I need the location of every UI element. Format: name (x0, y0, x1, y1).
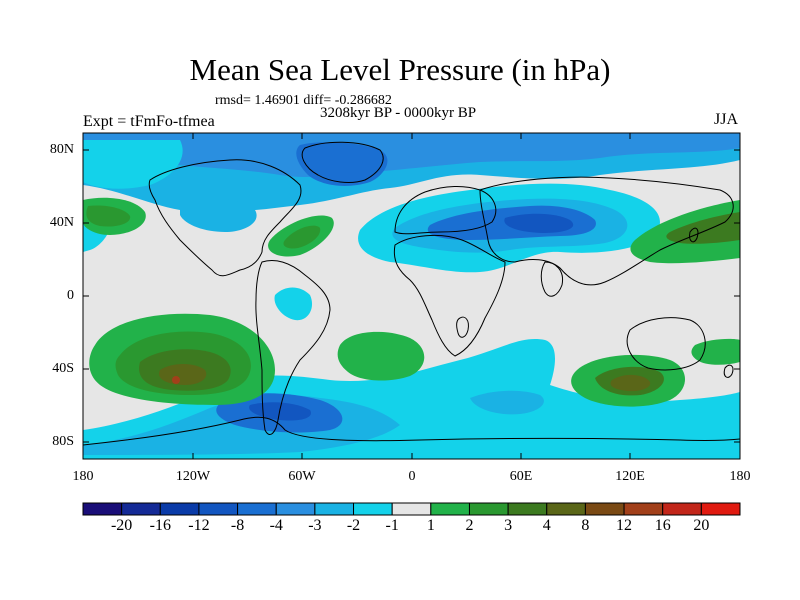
lat-label-40s: 40S (52, 361, 74, 376)
legend-label: 2 (465, 517, 474, 534)
lat-ticks (83, 149, 740, 443)
legend-swatch (468, 502, 509, 516)
tasman-high (691, 338, 740, 365)
lat-label-40n: 40N (49, 215, 74, 230)
greenland-coast (301, 141, 384, 183)
legend-swatch (700, 502, 741, 516)
lon-label-180e: 180 (729, 469, 751, 484)
eurasian-low-deep (504, 213, 574, 233)
legend-swatch (237, 502, 277, 516)
legend-label: 8 (581, 517, 590, 534)
legend-label: -16 (149, 517, 171, 534)
arctic-low-inner (83, 133, 740, 177)
north-america-coast (148, 159, 302, 277)
period-text: 3208kyr BP - 0000kyr BP (320, 105, 477, 121)
south-atlantic-high (337, 331, 425, 381)
lat-label-80s: 80S (52, 434, 74, 449)
lon-label-120e: 120E (615, 469, 645, 484)
legend-label: -12 (188, 517, 210, 534)
legend-swatch (353, 502, 393, 516)
legend-label: 4 (542, 517, 551, 534)
legend-swatch (159, 502, 200, 516)
legend-label: -20 (110, 517, 133, 534)
south-pacific-high-max (172, 376, 180, 384)
indian-ocean-low (470, 390, 544, 415)
experiment-label: Expt = tFmFo-tfmea (83, 113, 215, 130)
legend-label: 12 (616, 517, 633, 534)
legend-label: -8 (230, 517, 245, 534)
asia-coast (479, 176, 734, 286)
tropical-low (274, 287, 313, 321)
lon-label-0: 0 (408, 469, 416, 484)
legend-label: -3 (308, 517, 322, 534)
legend-swatch (584, 502, 625, 516)
australia-coast (626, 317, 706, 371)
west-pacific-high-core (666, 212, 740, 244)
legend-swatch (121, 502, 161, 516)
atlantic-high-core (283, 225, 321, 249)
lon-label-60w: 60W (288, 469, 316, 484)
japan-coast (689, 227, 699, 243)
stats-text: rmsd= 1.46901 diff= -0.286682 (215, 93, 392, 108)
map-title: Mean Sea Level Pressure (in hPa) (189, 52, 611, 87)
india-coast (540, 261, 564, 297)
legend-swatch (507, 502, 548, 516)
legend-swatch (623, 502, 664, 516)
north-pacific-low (83, 140, 183, 189)
legend-swatch (275, 502, 316, 516)
legend-label: -2 (346, 517, 361, 534)
south-pacific-high-core (159, 364, 207, 385)
lat-label-0: 0 (67, 288, 74, 303)
atlantic-low (180, 197, 257, 232)
north-pacific-high-west-core (86, 205, 131, 227)
legend-swatch (314, 502, 355, 516)
south-indian-high-core (610, 374, 651, 392)
europe-coast (394, 186, 497, 235)
legend-label: 3 (504, 517, 513, 534)
antarctica-coast (83, 416, 740, 446)
madagascar-coast (456, 316, 469, 338)
new-zealand-coast (723, 364, 734, 378)
legend-swatch (198, 502, 239, 516)
legend-swatch (82, 502, 123, 516)
legend-swatch (546, 502, 586, 516)
lat-label-80n: 80N (49, 142, 74, 157)
legend-label: -1 (385, 517, 399, 534)
legend-label: 16 (654, 517, 671, 534)
legend-swatch (662, 502, 702, 516)
south-america-coast (255, 260, 331, 435)
lon-label-60e: 60E (509, 469, 533, 484)
legend-label: 20 (693, 517, 710, 534)
legend-label: 1 (426, 517, 435, 534)
legend-swatch (430, 502, 470, 516)
lon-label-180w: 180 (72, 469, 94, 484)
season-label: JJA (714, 111, 739, 128)
coastlines (83, 141, 740, 446)
legend-label: -4 (269, 517, 283, 534)
legend-swatch (391, 502, 432, 516)
lon-label-120w: 120W (175, 469, 211, 484)
lon-ticks (192, 133, 631, 459)
africa-coast (393, 235, 506, 357)
